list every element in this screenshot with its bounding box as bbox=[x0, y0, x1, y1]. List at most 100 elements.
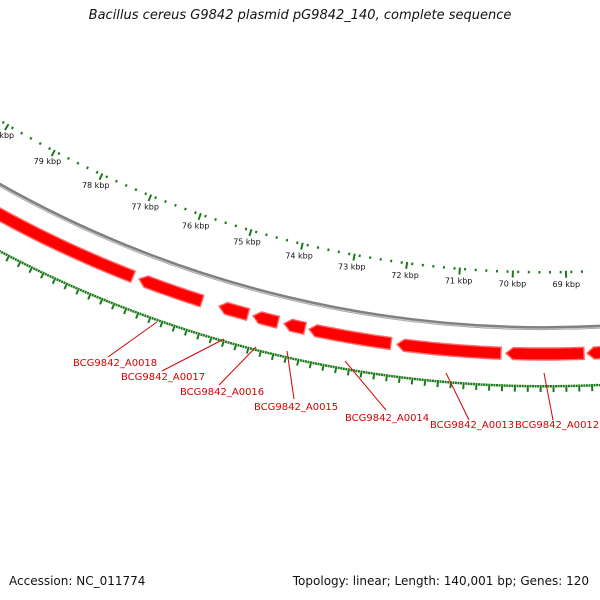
inner-major-tick bbox=[334, 366, 338, 374]
inner-minor-tick bbox=[115, 303, 118, 307]
tick-label: 80 kbp bbox=[0, 131, 14, 140]
gene-label: BCG9842_A0012 bbox=[515, 420, 599, 431]
inner-minor-tick bbox=[49, 274, 52, 278]
tick-label: 71 kbp bbox=[445, 277, 473, 286]
minor-tick bbox=[194, 211, 197, 215]
minor-tick bbox=[234, 224, 238, 228]
tick-labels: 80 kbp 79 kbp 78 kbp 77 kbp 76 kbp 75 kbp 74 k… bbox=[0, 131, 580, 289]
inner-major-tick bbox=[147, 316, 152, 324]
minor-tick bbox=[86, 166, 89, 170]
inner-minor-tick bbox=[2, 252, 6, 256]
minor-tick bbox=[244, 227, 248, 231]
inner-minor-tick bbox=[9, 255, 13, 259]
minor-tick bbox=[95, 170, 99, 174]
minor-tick bbox=[327, 248, 330, 252]
inner-minor-tick bbox=[307, 360, 310, 364]
inner-minor-tick bbox=[277, 353, 280, 357]
inner-major-tick bbox=[233, 343, 238, 351]
tick-label: 69 kbp bbox=[553, 280, 581, 289]
inner-minor-tick bbox=[131, 309, 135, 313]
tick-label: 73 kbp bbox=[338, 262, 366, 271]
inner-major-tick bbox=[410, 377, 414, 385]
inner-major-tick bbox=[63, 282, 69, 290]
inner-minor-tick bbox=[202, 333, 206, 337]
inner-minor-tick bbox=[217, 338, 220, 342]
inner-tick-dots bbox=[0, 249, 600, 392]
inner-minor-tick bbox=[74, 286, 78, 290]
inner-minor-tick bbox=[146, 315, 150, 319]
outer-tick-dots bbox=[1, 120, 583, 274]
inner-minor-tick bbox=[180, 326, 184, 330]
inner-minor-tick bbox=[294, 357, 298, 361]
inner-major-tick bbox=[135, 311, 140, 319]
minor-tick bbox=[115, 179, 118, 183]
inner-minor-tick bbox=[302, 359, 305, 363]
inner-minor-tick bbox=[227, 341, 230, 345]
minor-tick bbox=[265, 233, 268, 237]
inner-major-tick bbox=[99, 297, 104, 305]
minor-tick bbox=[134, 188, 138, 192]
inner-minor-tick bbox=[16, 259, 20, 263]
gene-arrow bbox=[585, 345, 600, 360]
minor-tick bbox=[20, 131, 24, 135]
major-tick bbox=[248, 228, 253, 237]
inner-major-tick bbox=[40, 271, 45, 279]
inner-major-tick bbox=[28, 265, 34, 274]
inner-major-tick bbox=[5, 254, 11, 262]
inner-minor-tick bbox=[23, 262, 27, 266]
minor-tick bbox=[316, 246, 320, 249]
inner-minor-tick bbox=[134, 310, 138, 314]
inner-minor-tick bbox=[32, 267, 36, 271]
inner-minor-tick bbox=[254, 348, 258, 352]
inner-major-tick bbox=[123, 307, 128, 315]
gene-arrow bbox=[217, 301, 251, 322]
gene-leader-line bbox=[107, 321, 158, 358]
gene-label: BCG9842_A0018 bbox=[73, 358, 157, 369]
minor-tick bbox=[254, 230, 258, 234]
inner-minor-tick bbox=[232, 342, 235, 346]
inner-minor-tick bbox=[63, 281, 66, 285]
inner-minor-tick bbox=[107, 300, 111, 304]
major-tick bbox=[4, 123, 10, 131]
inner-major-tick bbox=[87, 292, 92, 300]
minor-tick bbox=[48, 147, 52, 151]
inner-minor-tick bbox=[86, 291, 90, 295]
inner-minor-tick bbox=[139, 312, 142, 316]
inner-minor-tick bbox=[67, 283, 71, 287]
inner-minor-tick bbox=[190, 330, 193, 334]
minor-tick bbox=[184, 207, 187, 211]
inner-major-tick bbox=[308, 361, 313, 369]
major-tick bbox=[197, 212, 202, 221]
outer-major-ticks bbox=[4, 123, 568, 278]
gene-labels: BCG9842_A0018 BCG9842_A0017 BCG9842_A0016 B… bbox=[73, 358, 599, 431]
sequence-backbone bbox=[0, 182, 600, 331]
inner-minor-tick bbox=[105, 299, 109, 303]
gene-arrow bbox=[282, 318, 308, 336]
major-tick bbox=[458, 267, 461, 275]
inner-major-tick bbox=[75, 287, 80, 295]
inner-major-tick bbox=[183, 328, 189, 336]
inner-minor-tick bbox=[168, 322, 171, 326]
inner-major-tick bbox=[321, 363, 325, 371]
inner-minor-tick bbox=[72, 285, 76, 289]
tick-label: 79 kbp bbox=[34, 157, 62, 166]
sequence-backbone-highlight bbox=[0, 185, 600, 330]
inner-major-tick bbox=[270, 352, 275, 361]
tick-label: 78 kbp bbox=[82, 181, 110, 190]
gene-arrow bbox=[251, 311, 281, 329]
inner-minor-tick bbox=[141, 313, 145, 317]
inner-major-tick bbox=[296, 358, 300, 366]
inner-minor-tick bbox=[37, 269, 41, 273]
tick-label: 72 kbp bbox=[391, 271, 419, 280]
minor-tick bbox=[174, 203, 177, 207]
inner-major-tick bbox=[283, 355, 288, 363]
tick-label: 77 kbp bbox=[131, 202, 159, 211]
inner-major-tick bbox=[258, 349, 263, 357]
topology-summary: Topology: linear; Length: 140,001 bp; Ge… bbox=[292, 574, 589, 588]
inner-minor-tick bbox=[119, 305, 123, 309]
inner-major-tick bbox=[346, 368, 351, 376]
gene-arrow bbox=[504, 346, 585, 361]
inner-major-tick bbox=[436, 380, 440, 388]
tick-label: 70 kbp bbox=[499, 280, 527, 289]
